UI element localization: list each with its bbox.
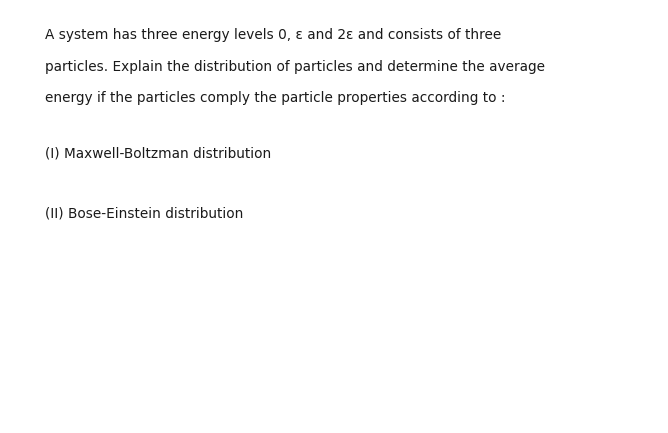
Text: energy if the particles comply the particle properties according to :: energy if the particles comply the parti… bbox=[45, 91, 506, 105]
Text: (II) Bose-Einstein distribution: (II) Bose-Einstein distribution bbox=[45, 207, 244, 220]
Text: (I) Maxwell-Boltzman distribution: (I) Maxwell-Boltzman distribution bbox=[45, 147, 272, 161]
Text: particles. Explain the distribution of particles and determine the average: particles. Explain the distribution of p… bbox=[45, 60, 546, 74]
Text: A system has three energy levels 0, ε and 2ε and consists of three: A system has three energy levels 0, ε an… bbox=[45, 28, 502, 42]
